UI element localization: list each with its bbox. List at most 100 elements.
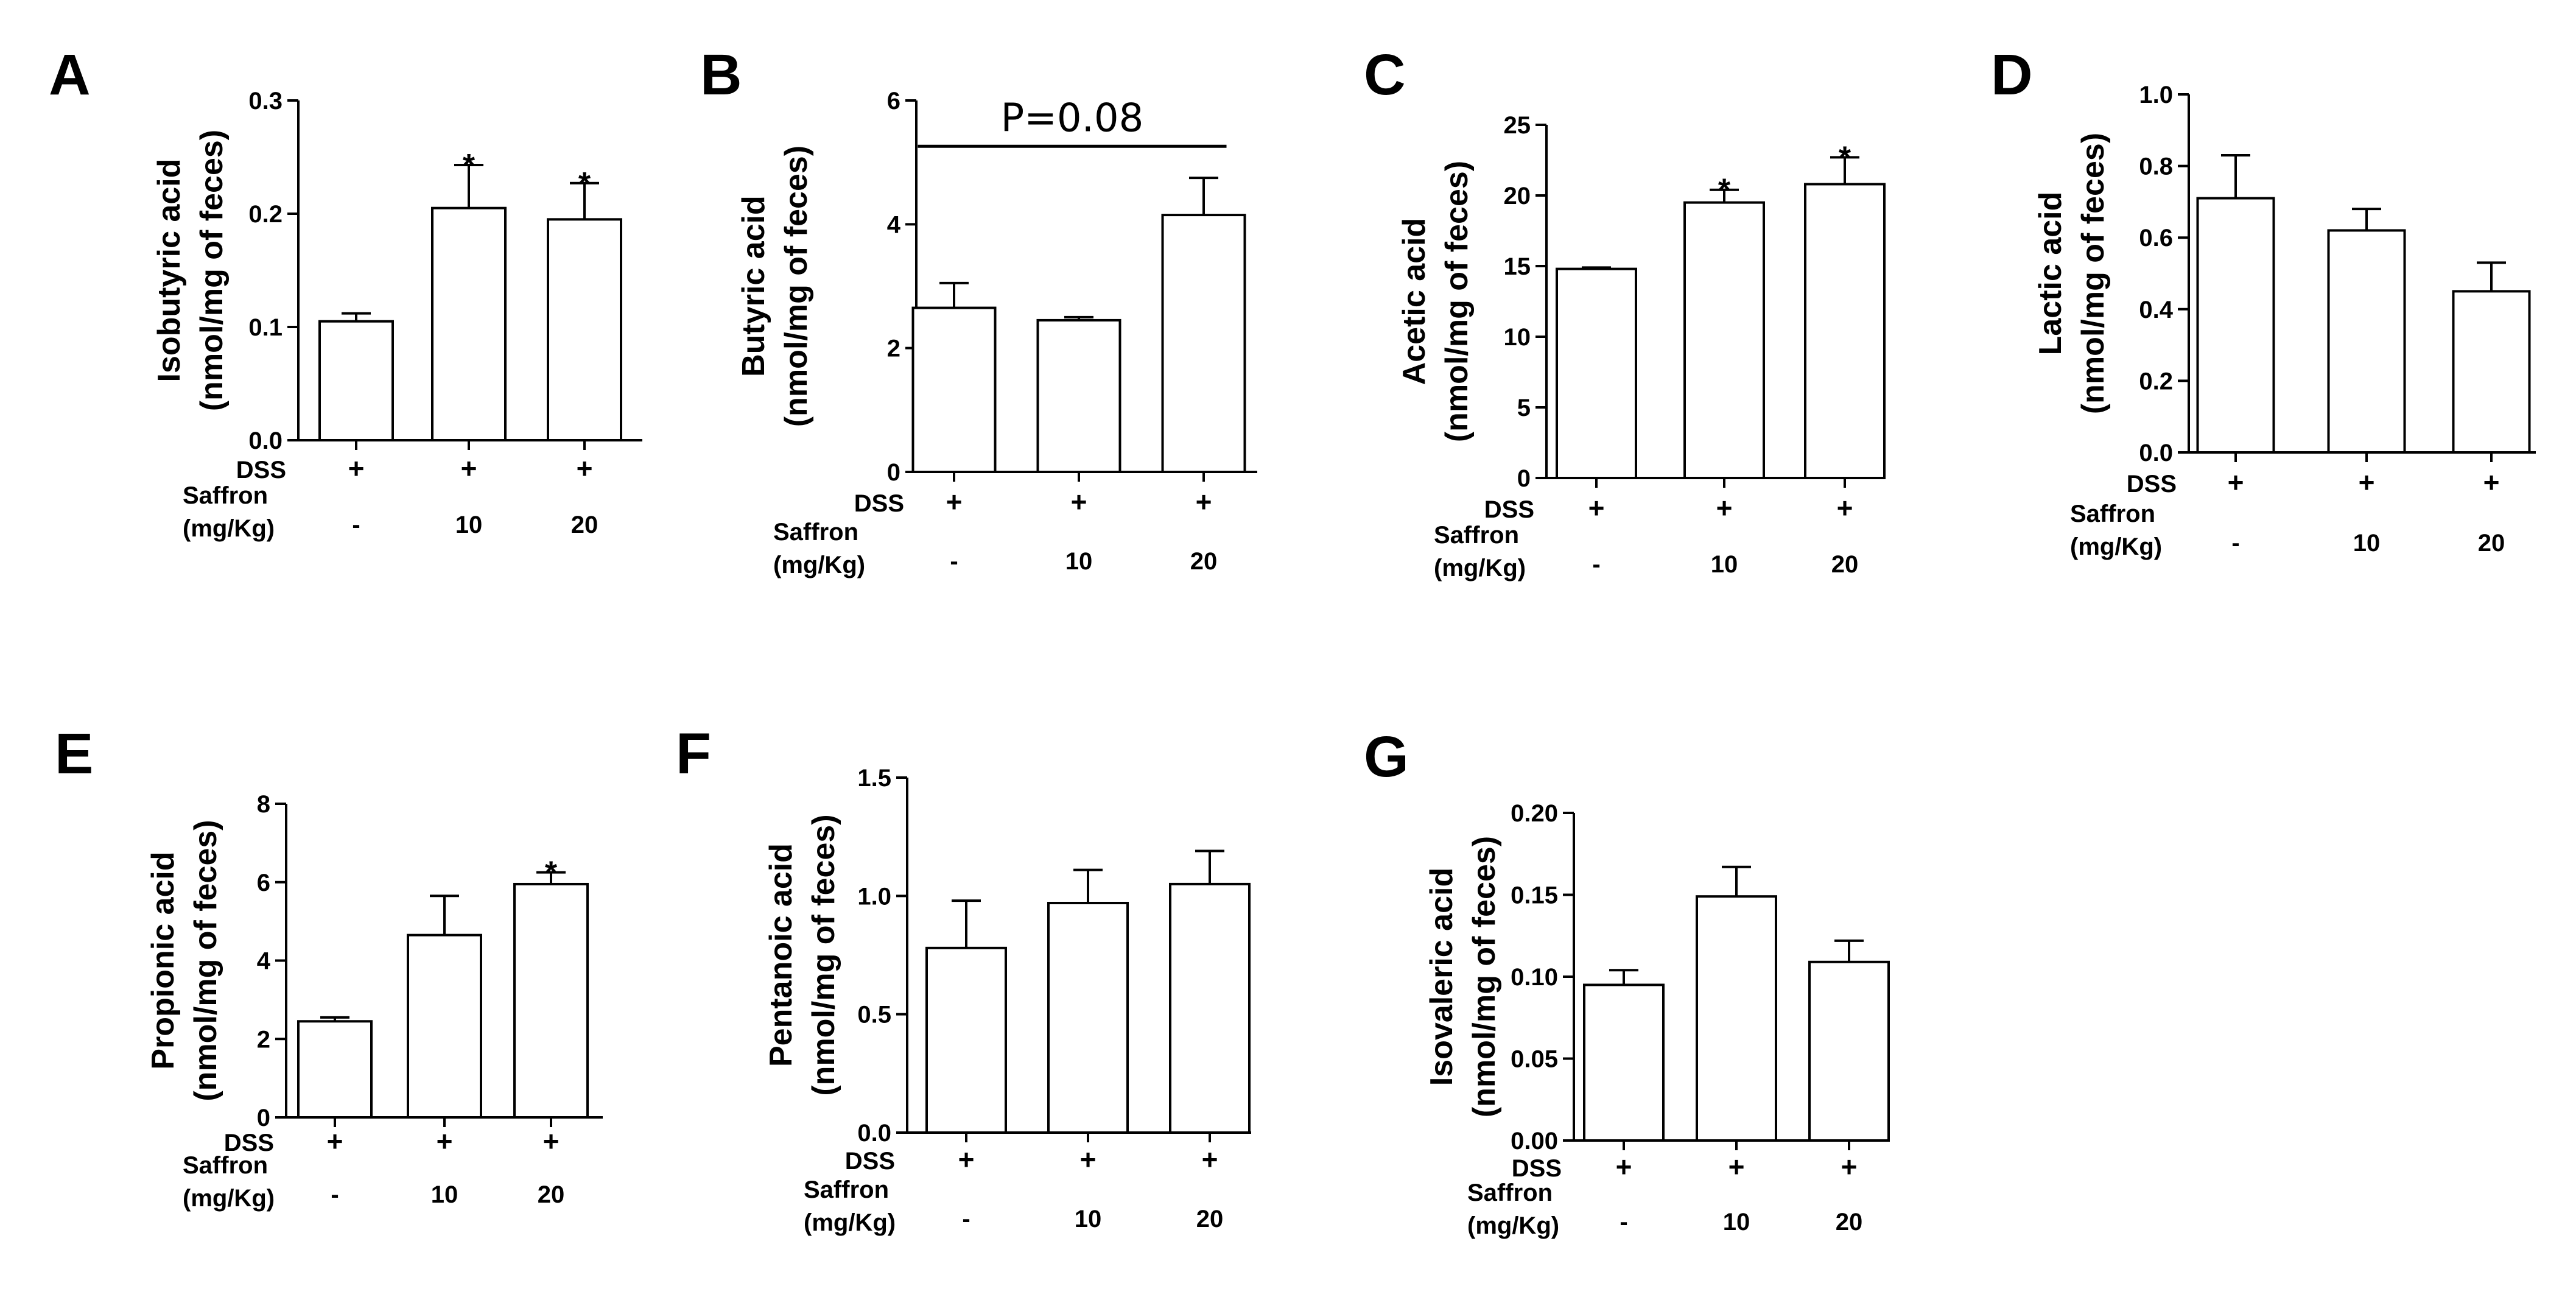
- panel-d-letter: D: [1991, 43, 2033, 107]
- panel-g-saffron-label: Saffron: [1467, 1179, 1553, 1206]
- panel-f-ytick-label-2: 1.0: [857, 883, 891, 910]
- panel-f-bar-1: [1047, 901, 1129, 1134]
- panel-e-ytick-label-2: 4: [257, 948, 271, 975]
- panel-a-dss-2: +: [577, 452, 593, 484]
- panel-f-ylabel-line1: Pentanoic acid: [763, 843, 799, 1067]
- panel-g-ylabel-line2: (nmol/mg of feces): [1467, 836, 1502, 1117]
- panel-d-bar-0: [2196, 197, 2275, 454]
- panel-a-bar-0: [318, 320, 394, 442]
- panel-b-saffron-0: -: [950, 548, 958, 575]
- panel-f-dss-2: +: [1202, 1144, 1218, 1175]
- panel-d-ytick-label-0: 0.0: [2139, 440, 2173, 466]
- panel-c-dss-2: +: [1837, 492, 1853, 524]
- panel-f-ytick-label-0: 0.0: [857, 1120, 891, 1147]
- panel-b-bar-1: [1036, 318, 1121, 474]
- panel-d-dss-label: DSS: [2127, 471, 2177, 497]
- panel-f-ylabel-line2: (nmol/mg of feces): [806, 814, 841, 1095]
- panel-g-bar-0: [1583, 983, 1665, 1142]
- panel-e-saffron-2: 20: [538, 1181, 565, 1208]
- panel-a-ytick-label-3: 0.3: [248, 88, 283, 114]
- panel-e-dss-2: +: [543, 1125, 560, 1157]
- panel-b-ytick-label-2: 4: [887, 211, 901, 238]
- panel-e-dss-0: +: [327, 1125, 343, 1157]
- panel-c-letter: C: [1364, 43, 1406, 107]
- panel-d-saffron-label: Saffron: [2070, 501, 2155, 527]
- panel-d-dss-1: +: [2359, 466, 2375, 498]
- panel-b-bracket-text: P=0.08: [1001, 96, 1144, 141]
- panel-g-dss-1: +: [1728, 1151, 1745, 1183]
- panel-g-ytick-label-3: 0.15: [1511, 882, 1558, 909]
- panel-b-bar-0: [911, 306, 997, 473]
- panel-c-ytick-label-5: 25: [1504, 112, 1531, 139]
- panel-e-ytick-label-4: 8: [257, 791, 270, 818]
- panel-f-dss-1: +: [1080, 1144, 1097, 1175]
- panel-g-bar-2: [1808, 960, 1890, 1142]
- panel-d-saffron-1: 10: [2353, 530, 2381, 557]
- panel-a-dss-1: +: [461, 452, 477, 484]
- panel-c-ytick-label-1: 5: [1517, 395, 1531, 421]
- panel-a-saffron-label: Saffron: [183, 482, 268, 509]
- panel-f-saffron-2: 20: [1196, 1206, 1224, 1232]
- panel-b-ytick-label-3: 6: [887, 88, 900, 114]
- panel-a-ytick-label-2: 0.2: [248, 201, 283, 228]
- panel-a-sig-2: *: [578, 166, 591, 202]
- panel-c-saffron-0: -: [1592, 551, 1600, 578]
- panel-b-ytick-label-1: 2: [887, 336, 900, 362]
- panel-e-saffron-1: 10: [431, 1181, 458, 1208]
- panel-c-ylabel-line1: Acetic acid: [1397, 218, 1432, 385]
- panel-g-dss-2: +: [1841, 1151, 1858, 1183]
- panel-a-ytick-label-0: 0.0: [248, 427, 283, 454]
- panel-e-bar-1: [407, 933, 482, 1119]
- panel-d-saffron-2: 20: [2478, 530, 2505, 557]
- panel-f-dss-0: +: [958, 1144, 975, 1175]
- panel-g-saffron-0: -: [1620, 1209, 1627, 1235]
- panel-f-dss-label: DSS: [845, 1148, 895, 1175]
- panel-e-dss-1: +: [437, 1125, 453, 1157]
- panel-c-bar-2: [1804, 183, 1886, 479]
- panel-g-letter: G: [1364, 725, 1409, 789]
- panel-f-saffron-unit: (mg/Kg): [804, 1209, 896, 1236]
- panel-d-saffron-unit: (mg/Kg): [2070, 533, 2162, 560]
- panel-d-ytick-label-5: 1.0: [2139, 82, 2173, 108]
- panel-f-bar-0: [925, 946, 1007, 1134]
- panel-f-ytick-label-1: 0.5: [857, 1002, 891, 1028]
- panel-e-ytick-label-0: 0: [257, 1105, 270, 1131]
- panel-b-bar-2: [1161, 214, 1246, 473]
- panel-e-saffron-label: Saffron: [183, 1152, 268, 1179]
- panel-d-bar-2: [2452, 290, 2531, 454]
- panel-a-letter: A: [49, 43, 91, 107]
- panel-e-saffron-unit: (mg/Kg): [183, 1185, 275, 1212]
- panel-d-ytick-label-4: 0.8: [2139, 153, 2173, 180]
- panel-d-ytick-label-3: 0.6: [2139, 225, 2173, 251]
- panel-f-saffron-1: 10: [1075, 1206, 1102, 1232]
- panel-c-saffron-unit: (mg/Kg): [1434, 555, 1526, 582]
- panel-d-ytick-label-2: 0.4: [2139, 297, 2173, 323]
- panel-e-sig-2: *: [545, 856, 558, 891]
- panel-c-saffron-label: Saffron: [1434, 522, 1519, 549]
- panel-e-ytick-label-1: 2: [257, 1026, 270, 1053]
- panel-a-bar-1: [431, 206, 507, 441]
- panel-d-dss-2: +: [2483, 466, 2500, 498]
- panel-b-saffron-label: Saffron: [773, 519, 858, 546]
- panel-d-saffron-0: -: [2231, 530, 2239, 557]
- panel-g-saffron-unit: (mg/Kg): [1467, 1212, 1559, 1239]
- panel-e-ytick-label-3: 6: [257, 870, 270, 896]
- panel-g-saffron-1: 10: [1723, 1209, 1750, 1235]
- panel-c-saffron-2: 20: [1831, 551, 1859, 578]
- panel-d-ylabel-line2: (nmol/mg of feces): [2076, 133, 2111, 414]
- panel-c-dss-1: +: [1716, 492, 1733, 524]
- panel-b-ytick-label-0: 0: [887, 459, 900, 486]
- panel-e-saffron-0: -: [331, 1181, 339, 1208]
- panel-a-ytick-label-1: 0.1: [248, 314, 283, 341]
- panel-b-dss-0: +: [946, 486, 963, 518]
- panel-f-ytick-label-3: 1.5: [857, 765, 891, 792]
- panel-g-ytick-label-2: 0.10: [1511, 964, 1558, 991]
- panel-c-saffron-1: 10: [1711, 551, 1738, 578]
- panel-c-ytick-label-3: 15: [1504, 253, 1531, 280]
- panel-c-ytick-label-0: 0: [1517, 465, 1531, 492]
- panel-g-bar-1: [1696, 895, 1777, 1142]
- panel-e-ylabel-line1: Propionic acid: [146, 851, 181, 1069]
- panel-c-sig-2: *: [1839, 140, 1851, 175]
- panel-c-dss-label: DSS: [1484, 496, 1534, 523]
